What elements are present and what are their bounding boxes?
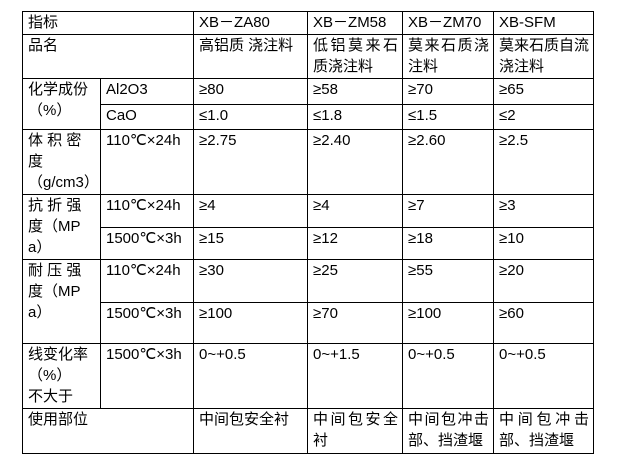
- bulk-density-label: 体 积 密 度 （g/cm3）: [22, 129, 101, 195]
- linear-change-xb-sfm: 0~+0.5: [493, 343, 595, 409]
- chemical-label-line2: （%）: [28, 102, 72, 119]
- flexural-label: 抗 折 强 度（MPa）: [22, 194, 101, 260]
- flexural-1500c-xb-zm70: ≥18: [402, 226, 495, 260]
- crushing-110c-xb-zm58: ≥25: [307, 259, 404, 303]
- chemical-cao-row: CaO ≤1.0 ≤1.8 ≤1.5 ≤2: [23, 104, 595, 130]
- header-product-xb-sfm: XB-SFM: [493, 11, 595, 35]
- crushing-label: 耐 压 强 度（MPa）: [22, 259, 101, 344]
- linear-change-label-line2: （%）: [28, 367, 72, 384]
- crushing-110c-xb-za80: ≥30: [193, 259, 309, 303]
- chemical-label-line1: 化学成份: [28, 81, 89, 98]
- flexural-110c-row: 抗 折 强 度（MPa） 110℃×24h ≥4 ≥4 ≥7 ≥3: [22, 194, 595, 260]
- product-name-label: 品名: [21, 34, 195, 79]
- flexural-1500c-row: 1500℃×3h ≥15 ≥12 ≥18 ≥10: [23, 226, 595, 260]
- usage-xb-zm70: 中间包冲击部、挡渣堰: [402, 408, 495, 454]
- linear-change-xb-zm58: 0~+1.5: [307, 343, 404, 409]
- usage-xb-sfm: 中间包冲击部、挡渣堰: [493, 408, 595, 454]
- flexural-110c-xb-zm70: ≥7: [402, 194, 495, 228]
- bulk-density-xb-sfm: ≥2.5: [493, 129, 595, 195]
- bulk-density-label-line3: （g/cm3）: [28, 174, 99, 191]
- linear-change-xb-za80: 0~+0.5: [193, 343, 309, 409]
- crushing-1500c-xb-za80: ≥100: [193, 302, 309, 344]
- flexural-1500c-xb-zm58: ≥12: [307, 226, 404, 260]
- chemical-al2o3-xb-sfm: ≥65: [493, 78, 595, 105]
- bulk-density-xb-zm70: ≥2.60: [402, 129, 495, 195]
- usage-label: 使用部位: [21, 408, 195, 454]
- flexural-1500c-condition: 1500℃×3h: [99, 226, 195, 260]
- bulk-density-xb-za80: ≥2.75: [193, 129, 309, 195]
- crushing-1500c-condition: 1500℃×3h: [99, 302, 195, 344]
- linear-change-condition: 1500℃×3h: [99, 343, 195, 409]
- bulk-density-label-line2: 度: [28, 153, 44, 170]
- chemical-cao-xb-zm58: ≤1.8: [307, 104, 404, 130]
- bulk-density-row: 体 积 密 度 （g/cm3） 110℃×24h ≥2.75 ≥2.40 ≥2.…: [22, 129, 595, 195]
- crushing-1500c-xb-sfm: ≥60: [493, 302, 595, 344]
- linear-change-row: 线变化率 （%） 不大于 1500℃×3h 0~+0.5 0~+1.5 0~+0…: [22, 343, 595, 409]
- usage-xb-za80: 中间包安全衬: [193, 408, 309, 454]
- header-product-xb-za80: XB－ZA80: [193, 11, 309, 35]
- product-name-xb-sfm: 莫来石质自流浇注料: [493, 34, 595, 79]
- bulk-density-label-line1: 体 积 密: [28, 132, 82, 149]
- flexural-label-line2: 度（MPa）: [28, 218, 81, 256]
- flexural-110c-xb-za80: ≥4: [193, 194, 309, 228]
- crushing-110c-condition: 110℃×24h: [99, 259, 195, 303]
- crushing-label-line2: 度（MPa）: [28, 283, 81, 321]
- header-indicator-label: 指标: [21, 11, 195, 35]
- spec-table: 指标 XB－ZA80 XB－ZM58 XB－ZM70 XB-SFM 品名 高铝质…: [21, 11, 595, 454]
- chemical-al2o3-row: 化学成份 （%） Al2O3 ≥80 ≥58 ≥70 ≥65: [22, 78, 595, 130]
- chemical-label: 化学成份 （%）: [22, 78, 101, 130]
- linear-change-label-line3: 不大于: [28, 388, 74, 405]
- product-name-xb-za80: 高铝质 浇注料: [193, 34, 309, 79]
- bulk-density-condition: 110℃×24h: [99, 129, 195, 195]
- chemical-cao-xb-sfm: ≤2: [493, 104, 595, 130]
- chemical-al2o3-name: Al2O3: [99, 78, 195, 105]
- chemical-cao-xb-za80: ≤1.0: [193, 104, 309, 130]
- chemical-al2o3-xb-zm70: ≥70: [402, 78, 495, 105]
- crushing-label-line1: 耐 压 强: [28, 262, 82, 279]
- bulk-density-xb-zm58: ≥2.40: [307, 129, 404, 195]
- product-name-xb-zm58: 低铝莫来石质浇注料: [307, 34, 404, 79]
- crushing-1500c-xb-zm70: ≥100: [402, 302, 495, 344]
- header-row: 指标 XB－ZA80 XB－ZM58 XB－ZM70 XB-SFM: [21, 11, 595, 35]
- crushing-110c-xb-sfm: ≥20: [493, 259, 595, 303]
- header-product-xb-zm70: XB－ZM70: [402, 11, 495, 35]
- header-product-xb-zm58: XB－ZM58: [307, 11, 404, 35]
- usage-xb-zm58: 中间包安全衬: [307, 408, 404, 454]
- flexural-110c-condition: 110℃×24h: [99, 194, 195, 228]
- product-name-xb-zm70: 莫来石质浇注料: [402, 34, 495, 79]
- crushing-1500c-row: 1500℃×3h ≥100 ≥70 ≥100 ≥60: [23, 302, 595, 344]
- linear-change-label: 线变化率 （%） 不大于: [22, 343, 101, 409]
- flexural-label-line1: 抗 折 强: [28, 197, 82, 214]
- crushing-1500c-xb-zm58: ≥70: [307, 302, 404, 344]
- crushing-110c-row: 耐 压 强 度（MPa） 110℃×24h ≥30 ≥25 ≥55 ≥20: [22, 259, 595, 344]
- chemical-cao-name: CaO: [99, 104, 195, 130]
- crushing-110c-xb-zm70: ≥55: [402, 259, 495, 303]
- chemical-cao-xb-zm70: ≤1.5: [402, 104, 495, 130]
- flexural-1500c-xb-za80: ≥15: [193, 226, 309, 260]
- chemical-al2o3-xb-zm58: ≥58: [307, 78, 404, 105]
- flexural-1500c-xb-sfm: ≥10: [493, 226, 595, 260]
- linear-change-xb-zm70: 0~+0.5: [402, 343, 495, 409]
- linear-change-label-line1: 线变化率: [28, 346, 89, 363]
- usage-row: 使用部位 中间包安全衬 中间包安全衬 中间包冲击部、挡渣堰 中间包冲击部、挡渣堰: [21, 408, 595, 454]
- product-name-row: 品名 高铝质 浇注料 低铝莫来石质浇注料 莫来石质浇注料 莫来石质自流浇注料: [21, 34, 595, 79]
- flexural-110c-xb-zm58: ≥4: [307, 194, 404, 228]
- chemical-al2o3-xb-za80: ≥80: [193, 78, 309, 105]
- flexural-110c-xb-sfm: ≥3: [493, 194, 595, 228]
